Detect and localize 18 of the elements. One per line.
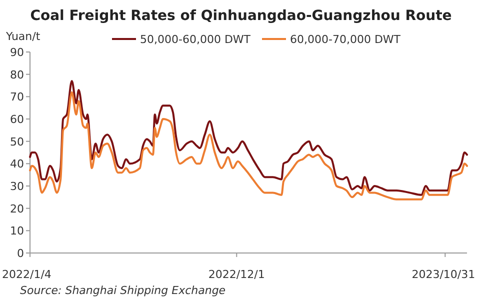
source-note: Source: Shanghai Shipping Exchange	[20, 284, 226, 297]
chart-title: Coal Freight Rates of Qinhuangdao-Guangzhou Route	[30, 8, 452, 24]
legend-label: 50,000-60,000 DWT	[140, 33, 251, 46]
y-tick-label: 50	[10, 135, 24, 148]
y-tick-label: 70	[10, 90, 24, 104]
legend-label: 60,000-70,000 DWT	[290, 33, 401, 46]
y-tick-label: 0	[17, 247, 24, 260]
x-tick-label: 2023/10/31	[412, 268, 476, 281]
x-tick-label: 2022/1/4	[2, 268, 52, 281]
y-tick-label: 40	[10, 158, 24, 171]
y-tick-label: 30	[10, 180, 24, 193]
y-axis-title: Yuan/t	[5, 30, 41, 43]
y-tick-label: 90	[10, 46, 24, 59]
x-tick-label: 2022/12/1	[208, 268, 265, 281]
y-tick-label: 80	[10, 68, 24, 82]
y-tick-label: 10	[10, 224, 24, 238]
y-tick-label: 60	[10, 113, 24, 126]
y-tick-label: 20	[10, 202, 24, 216]
